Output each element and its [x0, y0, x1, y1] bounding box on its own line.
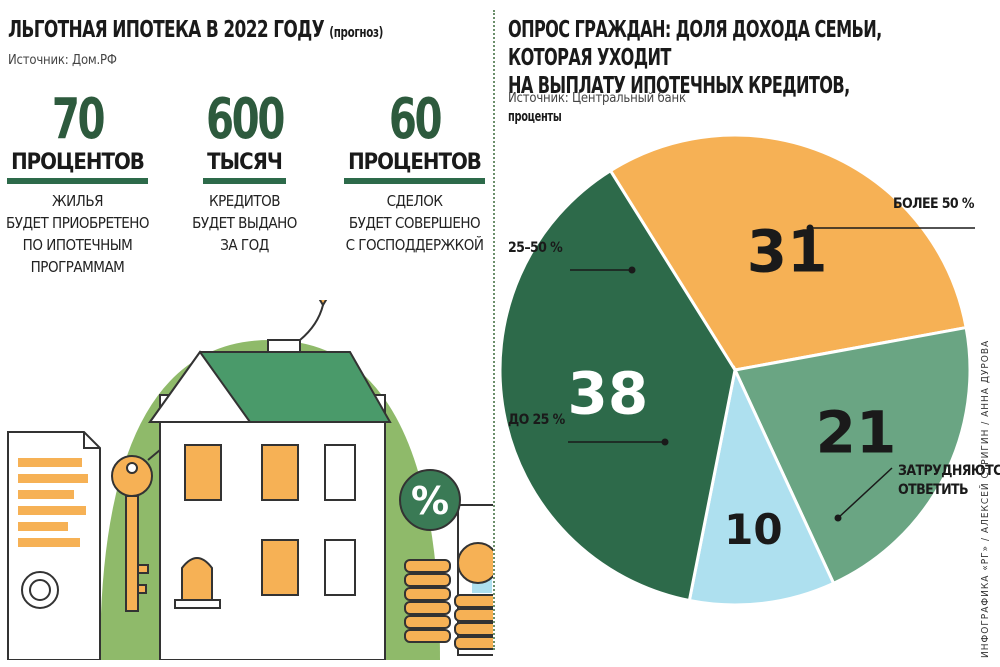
stat-deals: 60 ПРОЦЕНТОВ СДЕЛОК БУДЕТ СОВЕРШЕНО С ГО…: [327, 90, 502, 256]
stat-desc-line: БУДЕТ СОВЕРШЕНО: [348, 214, 481, 232]
stat-desc-line: ЗА ГОД: [220, 236, 269, 254]
stat-desc-line: БУДЕТ ПРИОБРЕТЕНО: [5, 214, 150, 232]
pie-value-label: 31: [747, 218, 828, 286]
pie-slice-under-25: [500, 168, 737, 603]
left-title: ЛЬГОТНАЯ ИПОТЕКА В 2022 ГОДУ (прогноз): [8, 16, 383, 47]
left-source: Источник: Дом.РФ: [8, 53, 117, 68]
pie-slice-undecided: [687, 365, 836, 607]
pie-leader-dot: [806, 224, 814, 232]
right-title-line2: НА ВЫПЛАТУ ИПОТЕЧНЫХ КРЕДИТОВ, проценты: [508, 72, 892, 131]
pie-leader-dot: [834, 514, 842, 522]
stat-desc-line: ПО ИПОТЕЧНЫМ: [22, 236, 133, 254]
pie-label-undecided-text: ЗАТРУДНЯЮТСЯ ОТВЕТИТЬ: [898, 463, 1000, 498]
house-illustration: %: [7, 300, 493, 660]
stat-description: КРЕДИТОВ БУДЕТ ВЫДАНО ЗА ГОД: [157, 190, 332, 256]
percent-coin-icon: %: [399, 469, 461, 531]
stat-desc-line: С ГОСПОДДЕРЖКОЙ: [345, 236, 484, 254]
panel-divider: [493, 10, 495, 650]
pie-chart: 31 21 10 38: [500, 133, 975, 607]
right-title-unit: проценты: [508, 109, 562, 125]
key-icon: [111, 449, 161, 612]
stat-value: 60: [388, 87, 443, 152]
stat-unit: ПРОЦЕНТОВ: [344, 150, 485, 184]
stat-unit: ПРОЦЕНТОВ: [7, 150, 148, 184]
stat-description: ЖИЛЬЯ БУДЕТ ПРИОБРЕТЕНО ПО ИПОТЕЧНЫМ ПРО…: [0, 190, 165, 278]
pie-label-over-50: БОЛЕЕ 50 %: [893, 196, 974, 212]
pie-leader-dot: [661, 438, 669, 446]
left-title-note: (прогноз): [329, 25, 384, 41]
right-title-line1: ОПРОС ГРАЖДАН: ДОЛЯ ДОХОДА СЕМЬИ, КОТОРА…: [508, 17, 882, 71]
right-title-line2-text: НА ВЫПЛАТУ ИПОТЕЧНЫХ КРЕДИТОВ,: [508, 73, 850, 99]
pie-label-25-50: 25–50 %: [508, 240, 563, 256]
stat-description: СДЕЛОК БУДЕТ СОВЕРШЕНО С ГОСПОДДЕРЖКОЙ: [327, 190, 502, 256]
coin-stack-icon: [404, 542, 493, 650]
house-icon: [148, 339, 392, 660]
left-title-text: ЛЬГОТНАЯ ИПОТЕКА В 2022 ГОДУ: [8, 17, 325, 43]
stat-credits: 600 ТЫСЯЧ КРЕДИТОВ БУДЕТ ВЫДАНО ЗА ГОД: [157, 90, 332, 256]
document-icon: [7, 431, 101, 660]
credit-line: ИНФОГРАФИКА «РГ» / АЛЕКСЕЙ СТРИГИН / АНН…: [980, 339, 991, 658]
stat-desc-line: ЖИЛЬЯ: [52, 192, 103, 210]
price-tag-icon: [299, 300, 328, 341]
stat-unit: ТЫСЯЧ: [203, 150, 286, 184]
stat-desc-line: ПРОГРАММАМ: [30, 258, 125, 276]
percent-symbol: %: [411, 479, 449, 523]
stat-desc-line: КРЕДИТОВ: [209, 192, 281, 210]
right-source: Источник: Центральный банк: [508, 91, 686, 106]
pie-label-undecided: ЗАТРУДНЯЮТСЯ ОТВЕТИТЬ: [898, 462, 1000, 500]
stat-value: 70: [51, 87, 106, 152]
right-title: ОПРОС ГРАЖДАН: ДОЛЯ ДОХОДА СЕМЬИ, КОТОРА…: [508, 16, 892, 131]
pie-slice-over-50: [732, 325, 972, 586]
pie-value-label: 21: [816, 399, 897, 467]
stat-desc-line: СДЕЛОК: [386, 192, 443, 210]
pie-label-under-25: ДО 25 %: [508, 412, 565, 428]
stat-desc-line: БУДЕТ ВЫДАНО: [192, 214, 297, 232]
stat-housing: 70 ПРОЦЕНТОВ ЖИЛЬЯ БУДЕТ ПРИОБРЕТЕНО ПО …: [0, 90, 165, 278]
pie-value-label: 38: [568, 359, 649, 427]
pie-leader-line: [837, 467, 893, 519]
stat-value: 600: [206, 87, 285, 152]
pie-leader-dot: [628, 266, 636, 274]
pie-value-label: 10: [724, 505, 782, 554]
